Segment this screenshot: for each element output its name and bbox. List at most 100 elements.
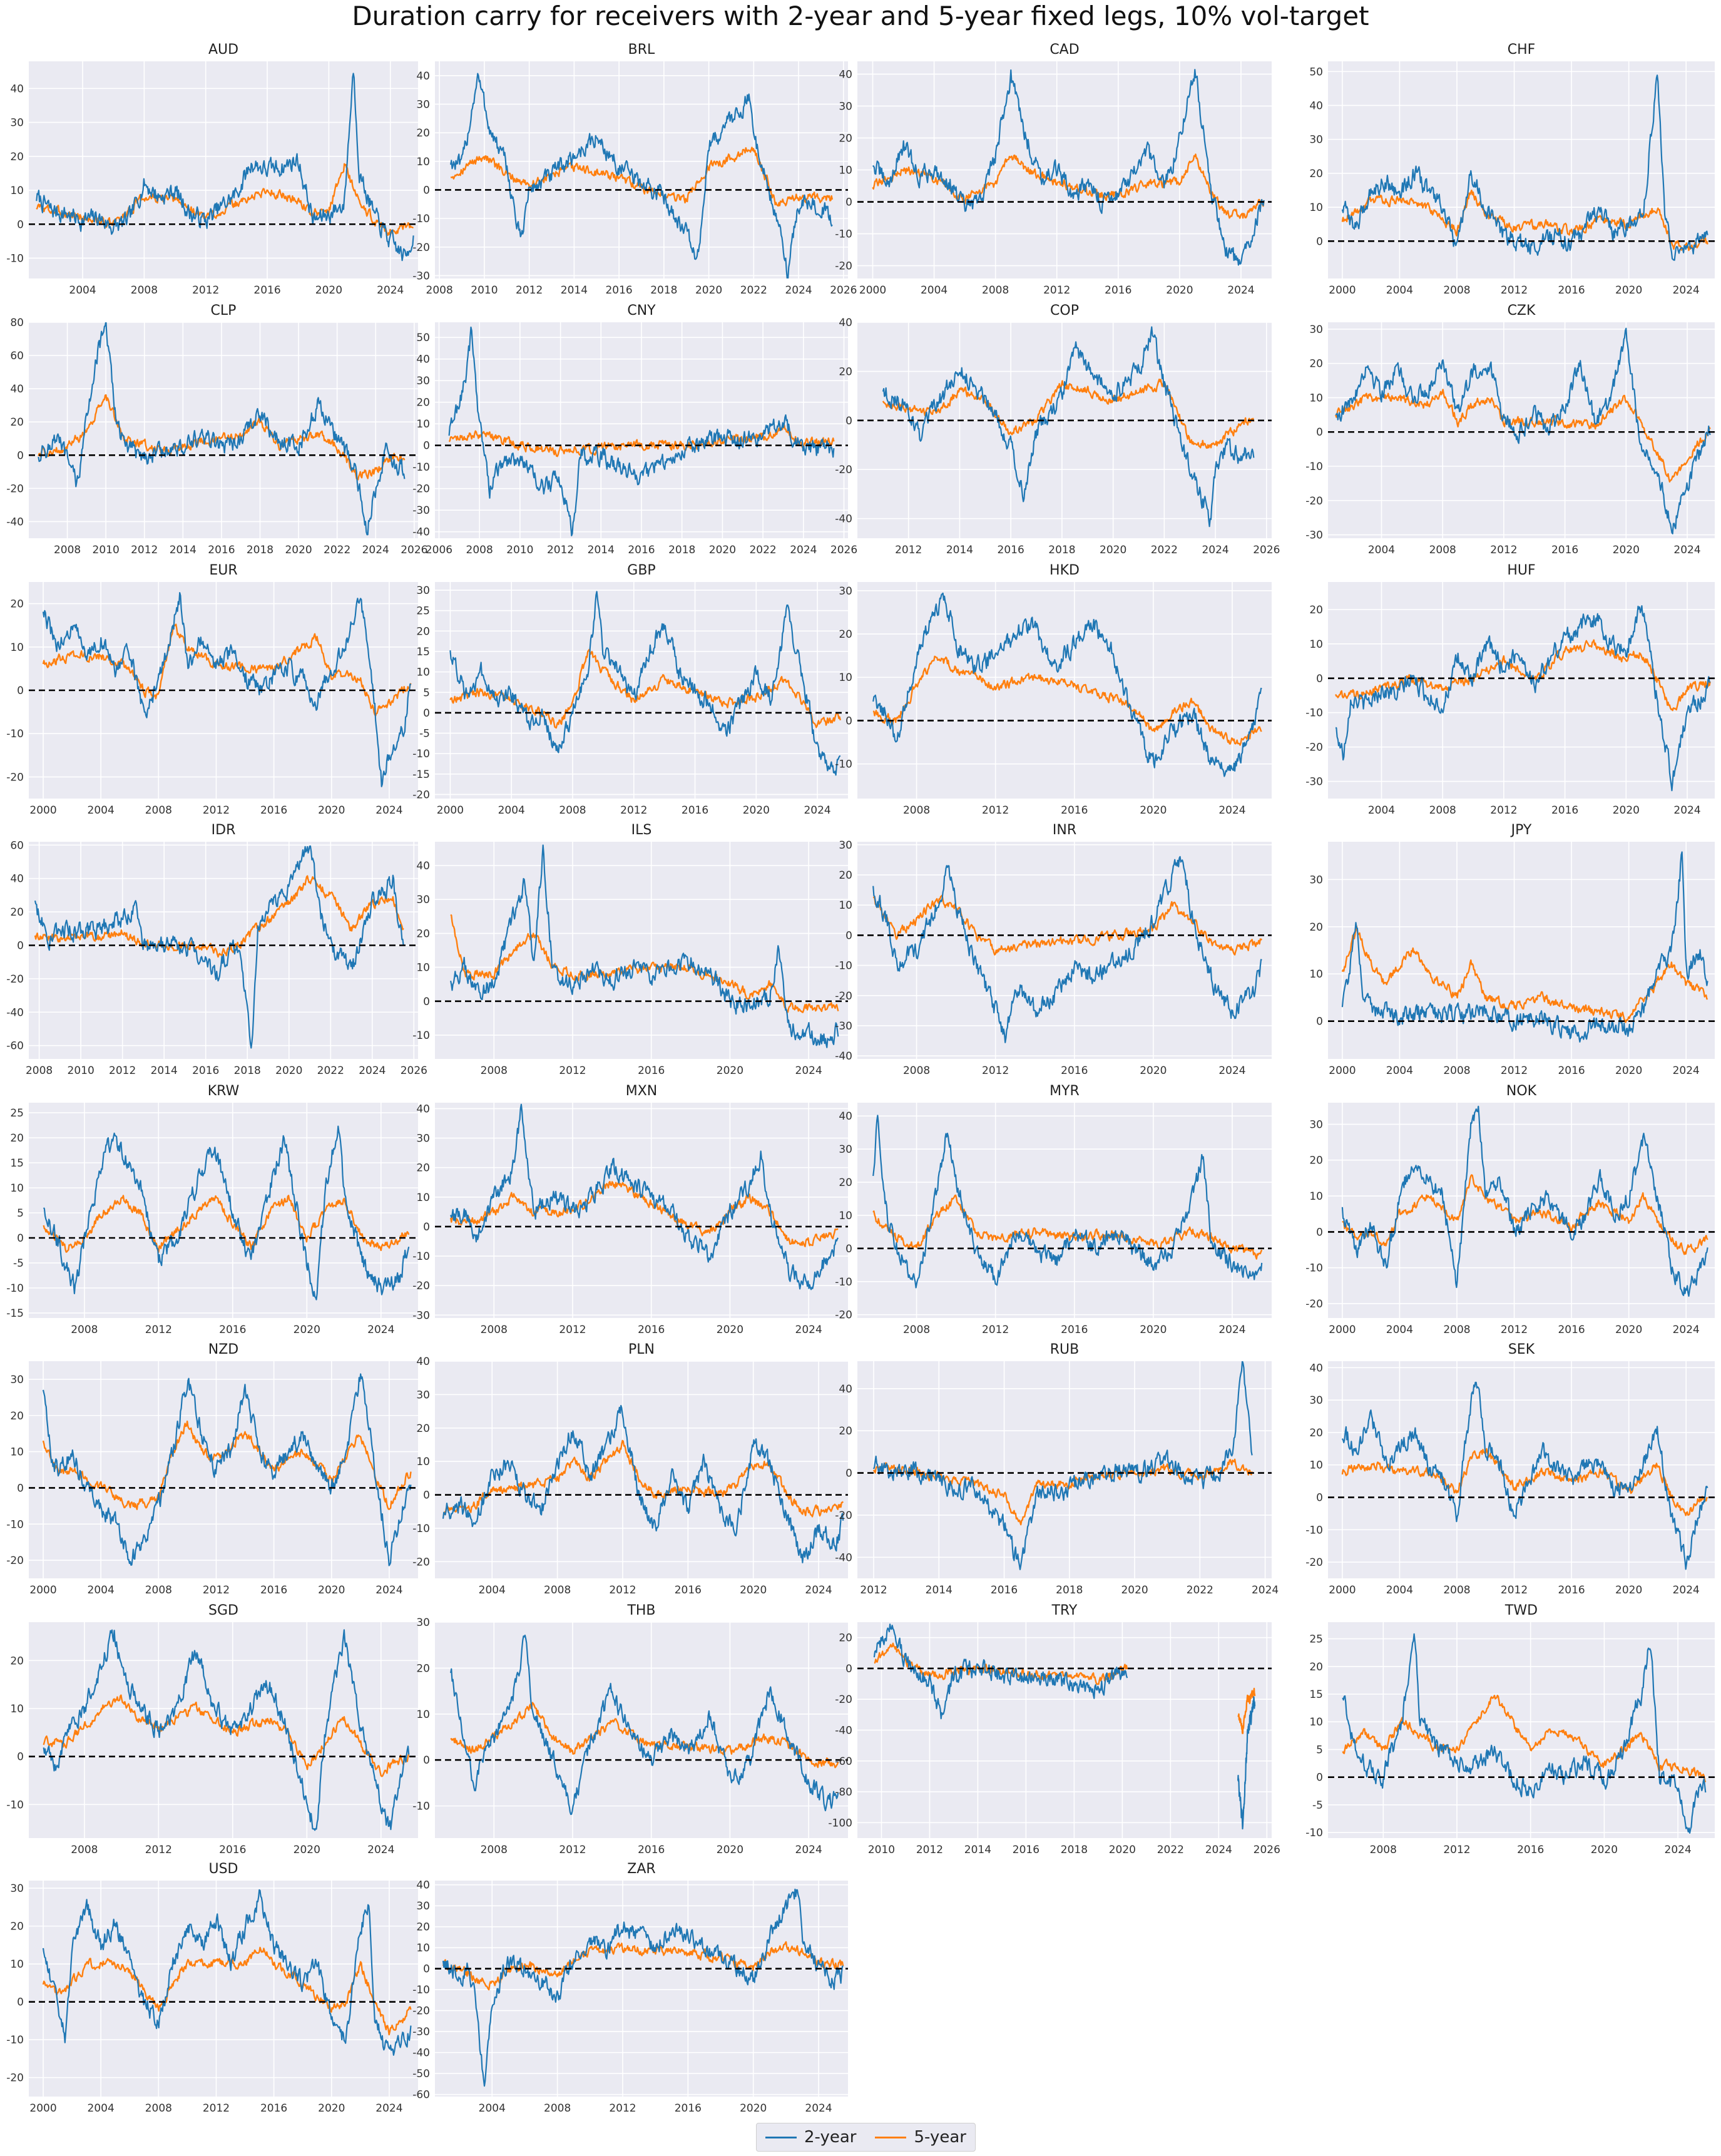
- y-tick-label: 10: [416, 1456, 430, 1468]
- series-line-5y: [872, 153, 1265, 219]
- x-tick-label: 2020: [318, 804, 345, 817]
- series-line-2y: [1342, 1633, 1707, 1834]
- panel-title: JPY: [1510, 822, 1532, 838]
- x-tick-label: 2014: [170, 544, 197, 556]
- x-tick-label: 2018: [1061, 1844, 1088, 1856]
- y-tick-label: 10: [416, 667, 430, 679]
- panel-title: GBP: [627, 563, 655, 578]
- chart-panel-aud: AUD 2004 2008 2012 2016 2020 2024 -10 0 10 20 30 40: [6, 42, 418, 297]
- y-tick-label: -20: [6, 1555, 24, 1567]
- y-tick-label: 20: [1309, 1155, 1323, 1167]
- y-tick-label: -30: [1305, 529, 1323, 542]
- x-tick-label: 2024: [1673, 544, 1700, 556]
- x-tick-label: 2004: [1368, 544, 1395, 556]
- chart-panel-twd: TWD 2008 2012 2016 2020 2024 -10 -5 0 5 10 15 20 25: [1305, 1603, 1715, 1856]
- y-tick-label: 20: [839, 132, 852, 145]
- x-tick-label: 2016: [219, 1324, 246, 1336]
- x-tick-label: 2012: [559, 1844, 586, 1856]
- series-line-2y: [872, 856, 1262, 1043]
- x-tick-label: 2004: [479, 2102, 506, 2115]
- x-tick-label: 2024: [795, 1844, 822, 1856]
- x-tick-label: 2012: [516, 284, 543, 297]
- y-tick-label: 10: [10, 1703, 24, 1715]
- series-line-2y: [1341, 851, 1708, 1043]
- x-tick-label: 2012: [547, 544, 574, 556]
- x-tick-label: 2014: [561, 284, 588, 297]
- y-tick-label: 20: [839, 628, 852, 641]
- x-tick-label: 2000: [1329, 1584, 1356, 1597]
- panel-title: HUF: [1507, 563, 1535, 578]
- y-tick-label: 40: [10, 383, 24, 396]
- y-tick-label: 10: [1309, 392, 1323, 404]
- x-tick-label: 2020: [1100, 544, 1126, 556]
- x-tick-label: 2020: [1121, 1584, 1148, 1597]
- series-group: [442, 1888, 844, 2087]
- y-tick-label: -10: [1305, 1262, 1323, 1275]
- y-tick-label: 20: [416, 927, 430, 940]
- x-tick-label: 2024: [785, 284, 812, 297]
- y-tick-label: 30: [416, 894, 430, 906]
- series-line-5y: [1341, 1448, 1708, 1516]
- x-tick-label: 2010: [93, 544, 120, 556]
- x-tick-label: 2012: [559, 1324, 586, 1336]
- y-tick-label: -60: [6, 1040, 24, 1053]
- x-tick-label: 2024: [1227, 284, 1254, 297]
- series-group: [42, 1373, 412, 1566]
- series-group: [882, 326, 1255, 528]
- chart-panel-mxn: MXN 2008 2012 2016 2020 2024 -30 -20 -10 0 10 20 30 4…: [412, 1083, 848, 1336]
- x-tick-label: 2008: [1443, 1065, 1470, 1077]
- y-tick-label: -10: [1305, 1827, 1323, 1839]
- y-tick-label: -30: [412, 270, 430, 282]
- x-tick-label: 2020: [740, 2102, 767, 2115]
- y-tick-label: 10: [1309, 1190, 1323, 1203]
- y-tick-label: -40: [412, 2047, 430, 2060]
- series-group: [42, 592, 412, 787]
- y-tick-label: 40: [416, 1103, 430, 1115]
- x-tick-label: 2024: [375, 2102, 402, 2115]
- panel-title: TWD: [1504, 1603, 1538, 1618]
- x-tick-label: 2024: [375, 1584, 402, 1597]
- y-tick-label: 30: [416, 585, 430, 597]
- y-tick-label: -30: [412, 1309, 430, 1322]
- y-tick-label: 20: [1309, 1661, 1323, 1673]
- panel-title: CHF: [1508, 42, 1536, 58]
- x-tick-label: 2010: [506, 544, 533, 556]
- y-tick-label: 0: [845, 1663, 852, 1675]
- y-tick-label: 80: [10, 317, 24, 329]
- series-line-5y: [36, 163, 414, 236]
- series-line-2y: [1237, 1696, 1256, 1830]
- x-tick-label: 2016: [1551, 804, 1578, 817]
- y-tick-label: 20: [839, 1632, 852, 1645]
- series-line-5y: [872, 1194, 1263, 1260]
- x-tick-label: 2016: [1061, 1324, 1088, 1336]
- x-tick-label: 2012: [1501, 1065, 1528, 1077]
- plot-area: [435, 582, 848, 799]
- series-line-5y: [43, 1694, 410, 1777]
- y-tick-label: 60: [10, 839, 24, 852]
- y-tick-label: -10: [412, 1250, 430, 1263]
- series-line-5y: [873, 1458, 1253, 1526]
- y-tick-label: 20: [10, 151, 24, 163]
- x-tick-label: 2012: [1490, 544, 1517, 556]
- x-tick-label: 2016: [605, 284, 632, 297]
- y-tick-label: -10: [6, 1282, 24, 1295]
- series-line-2y: [872, 1115, 1263, 1289]
- series-line-2y: [43, 1629, 410, 1831]
- x-tick-label: 2016: [1105, 284, 1131, 297]
- x-tick-label: 2010: [868, 1844, 895, 1856]
- panel-title: IDR: [212, 822, 236, 838]
- x-tick-label: 2016: [1558, 284, 1585, 297]
- x-tick-label: 2008: [71, 1844, 98, 1856]
- x-tick-label: 2000: [1329, 1065, 1356, 1077]
- y-tick-label: 20: [839, 365, 852, 378]
- y-tick-label: 40: [839, 317, 852, 329]
- x-tick-label: 2024: [377, 284, 404, 297]
- series-group: [442, 1404, 844, 1563]
- x-tick-label: 2026: [401, 1065, 427, 1077]
- chart-panel-rub: RUB 2012 2014 2016 2018 2020 2022 2024 -40 -20 0 20…: [835, 1342, 1279, 1597]
- x-tick-label: 2024: [375, 804, 402, 817]
- y-tick-label: 20: [1309, 358, 1323, 370]
- legend-item-2y: 2-year: [765, 2128, 856, 2147]
- series-group: [1341, 1381, 1708, 1570]
